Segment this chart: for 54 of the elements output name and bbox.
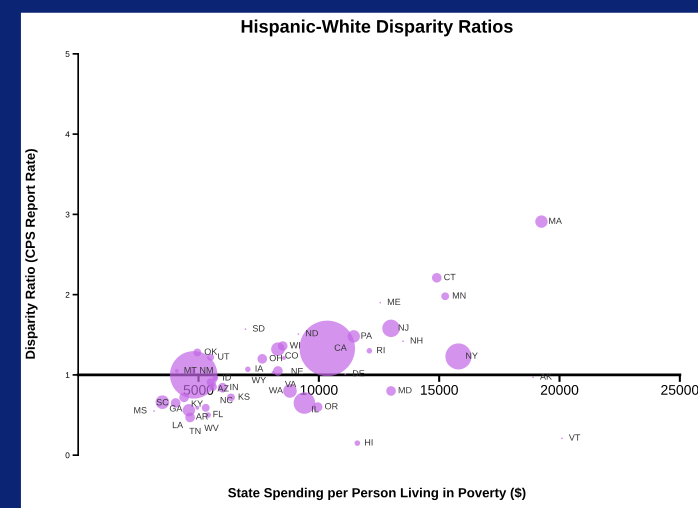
annotation: UT [218,353,230,360]
annotation: KY [192,400,203,407]
x-axis-title: State Spending per Person Living in Poverty ($) [228,487,526,500]
annotation: MN [452,292,466,299]
x-tick-label: 10000 [300,384,338,395]
annotation: SC [156,399,168,406]
annotation: TN [189,428,200,434]
annotation: WY [252,376,266,384]
annotation: PA [361,332,372,339]
annotation: VT [568,434,580,441]
annotation: MT [184,367,197,374]
annotation: SD [252,325,264,332]
annotation: WA [268,387,284,394]
x-tick-label: 5000 [184,384,214,395]
annotation: LA [172,422,184,428]
annotation: NJ [398,324,408,331]
annotation: IL [312,406,319,412]
annotation: HI [365,439,372,446]
y-axis-title: Disparity Ratio (CPS Report Rate) [25,149,38,359]
annotation: RI [377,346,385,354]
annotation: MA [549,218,562,224]
annotation: WI [290,342,300,348]
y-tick-label: 0 [66,452,70,458]
annotation: IA [256,365,264,372]
annotation: MS [134,407,147,414]
annotation: NE [292,368,304,374]
annotation: AR [196,413,208,420]
y-tick-label: 4 [65,131,70,138]
annotation: IN [230,384,238,390]
annotation: OR [325,403,338,410]
annotation: MD [398,387,412,394]
annotation: FL [213,410,223,418]
chart-title: Hispanic-White Disparity Ratios [242,20,513,36]
x-tick-label: 15000 [420,384,458,395]
annotation: WV [204,424,219,431]
annotation: NY [466,352,478,359]
y-tick-label: 2 [66,292,70,298]
annotation: OH [270,354,282,362]
annotation: ND [306,330,318,336]
annotation: CA [334,344,347,351]
annotation: ME [388,298,400,305]
annotation: NM [200,367,213,374]
annotation: VA [284,380,296,388]
y-tick-label: 3 [66,212,70,218]
x-tick-label: 20000 [540,384,578,395]
annotation: KS [238,393,250,400]
annotation: GA [170,405,182,412]
annotation: CT [444,274,456,280]
y-tick-label: 1 [66,372,70,378]
annotation: NC [220,396,233,404]
y-tick-label: 5 [66,51,70,57]
annotation: NH [410,337,422,344]
annotation: CO [285,352,298,359]
annotation: OK [204,348,218,355]
